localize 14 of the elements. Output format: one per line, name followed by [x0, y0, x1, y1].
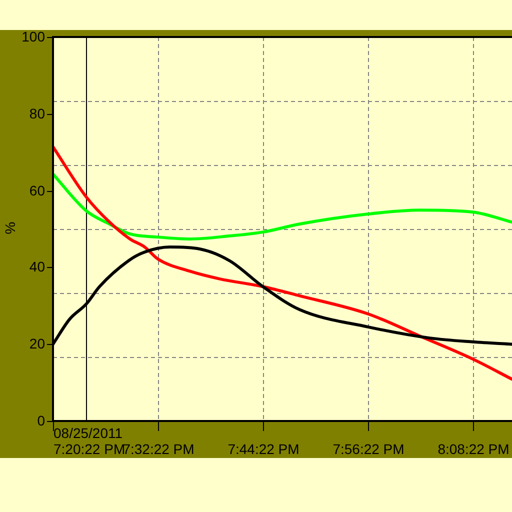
line-series [53, 145, 512, 381]
y-tick-label: 20 [29, 335, 46, 352]
line-series [53, 172, 512, 240]
x-tick-label: 08/25/2011 7:20:22 PM [54, 424, 126, 457]
y-tick-label: 100 [22, 28, 46, 44]
y-tick-label: 40 [29, 258, 46, 274]
x-tick-label: 7:56:22 PM [332, 440, 404, 457]
x-tick-label: 7:44:22 PM [228, 440, 300, 457]
y-tick-label: 0 [37, 412, 46, 428]
y-axis-title: % [2, 222, 18, 234]
y-tick-label: 80 [29, 105, 46, 122]
x-tick-label: 7:32:22 PM [122, 440, 194, 457]
y-tick-label: 60 [29, 182, 46, 198]
x-tick-label: 8:08:22 PM [438, 440, 510, 457]
